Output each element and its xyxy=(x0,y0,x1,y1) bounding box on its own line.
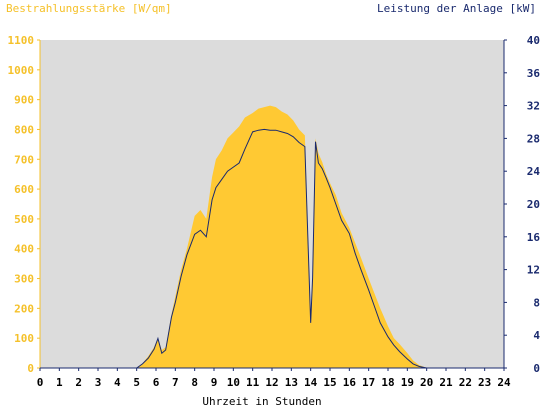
left-axis-title: Bestrahlungsstärke [W/qm] xyxy=(6,2,172,15)
right-tick-label: 8 xyxy=(533,296,540,309)
x-tick-label: 13 xyxy=(285,376,298,389)
right-tick-label: 12 xyxy=(527,264,540,277)
x-tick-label: 0 xyxy=(37,376,44,389)
right-tick-label: 32 xyxy=(527,100,540,113)
x-tick-label: 12 xyxy=(265,376,278,389)
right-tick-label: 40 xyxy=(527,34,540,47)
x-tick-label: 1 xyxy=(56,376,63,389)
right-axis-title: Leistung der Anlage [kW] xyxy=(377,2,536,15)
x-tick-label: 14 xyxy=(304,376,318,389)
left-tick-label: 100 xyxy=(14,332,34,345)
series-layer xyxy=(40,105,504,369)
x-tick-label: 8 xyxy=(191,376,198,389)
x-tick-label: 15 xyxy=(323,376,336,389)
x-tick-label: 20 xyxy=(420,376,433,389)
left-tick-label: 300 xyxy=(14,273,34,286)
x-tick-label: 16 xyxy=(343,376,357,389)
left-tick-label: 700 xyxy=(14,153,34,166)
right-tick-label: 28 xyxy=(527,132,540,145)
x-axis-label: Uhrzeit in Stunden xyxy=(202,395,321,408)
right-tick-label: 20 xyxy=(527,198,540,211)
left-tick-label: 600 xyxy=(14,183,34,196)
x-tick-label: 23 xyxy=(478,376,491,389)
x-tick-label: 18 xyxy=(381,376,394,389)
right-tick-label: 4 xyxy=(533,329,540,342)
x-tick-label: 21 xyxy=(439,376,453,389)
x-tick-label: 22 xyxy=(459,376,472,389)
right-tick-label: 24 xyxy=(527,165,541,178)
x-tick-label: 24 xyxy=(497,376,511,389)
left-tick-label: 400 xyxy=(14,243,34,256)
x-tick-label: 6 xyxy=(153,376,160,389)
left-tick-label: 1100 xyxy=(8,34,35,47)
x-tick-label: 5 xyxy=(133,376,140,389)
left-tick-label: 200 xyxy=(14,302,34,315)
x-tick-label: 17 xyxy=(362,376,375,389)
x-tick-label: 10 xyxy=(227,376,240,389)
left-tick-label: 500 xyxy=(14,213,34,226)
x-tick-label: 19 xyxy=(401,376,414,389)
x-tick-label: 11 xyxy=(246,376,260,389)
right-tick-label: 0 xyxy=(533,362,540,375)
x-tick-label: 9 xyxy=(211,376,218,389)
axes-layer: 0100200300400500600700800900100011000481… xyxy=(8,34,541,389)
irradiance-area xyxy=(40,105,504,368)
x-tick-label: 3 xyxy=(95,376,102,389)
left-tick-label: 800 xyxy=(14,123,34,136)
power-line xyxy=(40,128,504,369)
left-tick-label: 0 xyxy=(27,362,34,375)
x-tick-label: 4 xyxy=(114,376,121,389)
x-tick-label: 2 xyxy=(75,376,82,389)
right-tick-label: 36 xyxy=(527,67,541,80)
left-tick-label: 900 xyxy=(14,94,34,107)
x-tick-label: 7 xyxy=(172,376,179,389)
left-tick-label: 1000 xyxy=(8,64,35,77)
right-tick-label: 16 xyxy=(527,231,541,244)
